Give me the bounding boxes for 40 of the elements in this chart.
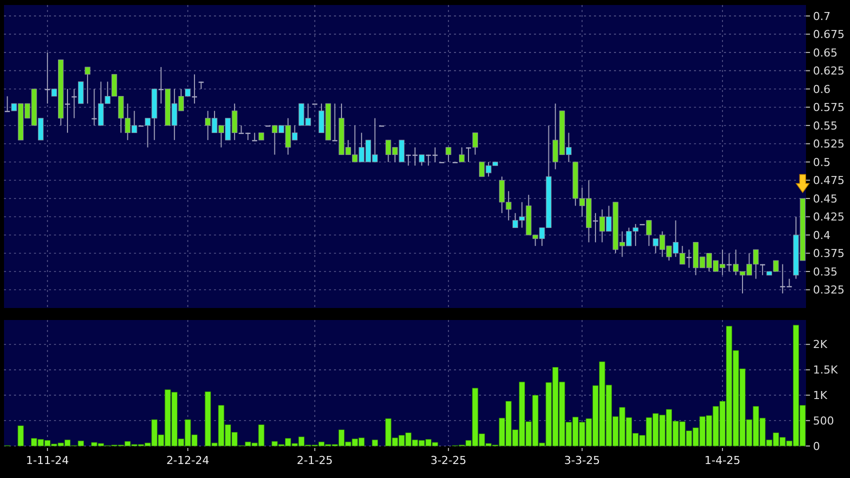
y-tick-label: 0.45 <box>813 192 838 206</box>
x-tick-label: 1-11-24 <box>26 454 69 467</box>
y-tick-label: 0.625 <box>813 64 844 78</box>
candlestick <box>92 88 97 126</box>
y-tick-label: 0.6 <box>813 82 830 96</box>
x-tick-label: 2-1-25 <box>296 454 333 467</box>
y-tick-label: 0.425 <box>813 210 844 224</box>
candlestick <box>472 132 478 156</box>
y-tick-label: 0.55 <box>813 119 838 132</box>
y-tick-label: 0.325 <box>813 284 844 297</box>
y-tick-label: 0.375 <box>813 247 844 260</box>
candlestick <box>332 103 338 142</box>
x-tick-label: 2-12-24 <box>166 454 210 467</box>
y-tick-label: 0.4 <box>813 228 830 242</box>
y-tick-label: 0.525 <box>813 138 844 151</box>
candlestick <box>84 66 90 104</box>
candlestick <box>726 252 732 272</box>
x-tick-label: 3-2-25 <box>430 454 466 467</box>
bar <box>18 425 24 446</box>
y-tick-label: 0 <box>813 440 820 453</box>
y-tick-label: 0.7 <box>813 10 830 23</box>
bar <box>372 440 378 446</box>
y-tick-label: 1.5K <box>813 364 838 377</box>
y-tick-label: 500 <box>813 414 834 428</box>
candlestick <box>780 264 786 294</box>
y-tick-label: 0.475 <box>813 174 844 188</box>
candlestick <box>786 278 792 288</box>
candlestick <box>446 146 452 162</box>
candlestick <box>64 88 70 134</box>
y-tick-label: 1K <box>813 389 828 402</box>
x-tick-label: 3-3-25 <box>564 454 600 467</box>
y-tick-label: 0.5 <box>813 156 830 169</box>
y-tick-label: 0.575 <box>813 101 844 114</box>
y-tick-label: 0.675 <box>813 28 844 42</box>
candlestick <box>252 132 258 142</box>
x-tick-label: 1-4-25 <box>704 454 740 467</box>
candlestick <box>760 264 766 276</box>
y-tick-label: 0.65 <box>813 46 838 60</box>
y-tick-label: 2K <box>813 338 828 352</box>
y-tick-label: 0.35 <box>813 265 838 278</box>
